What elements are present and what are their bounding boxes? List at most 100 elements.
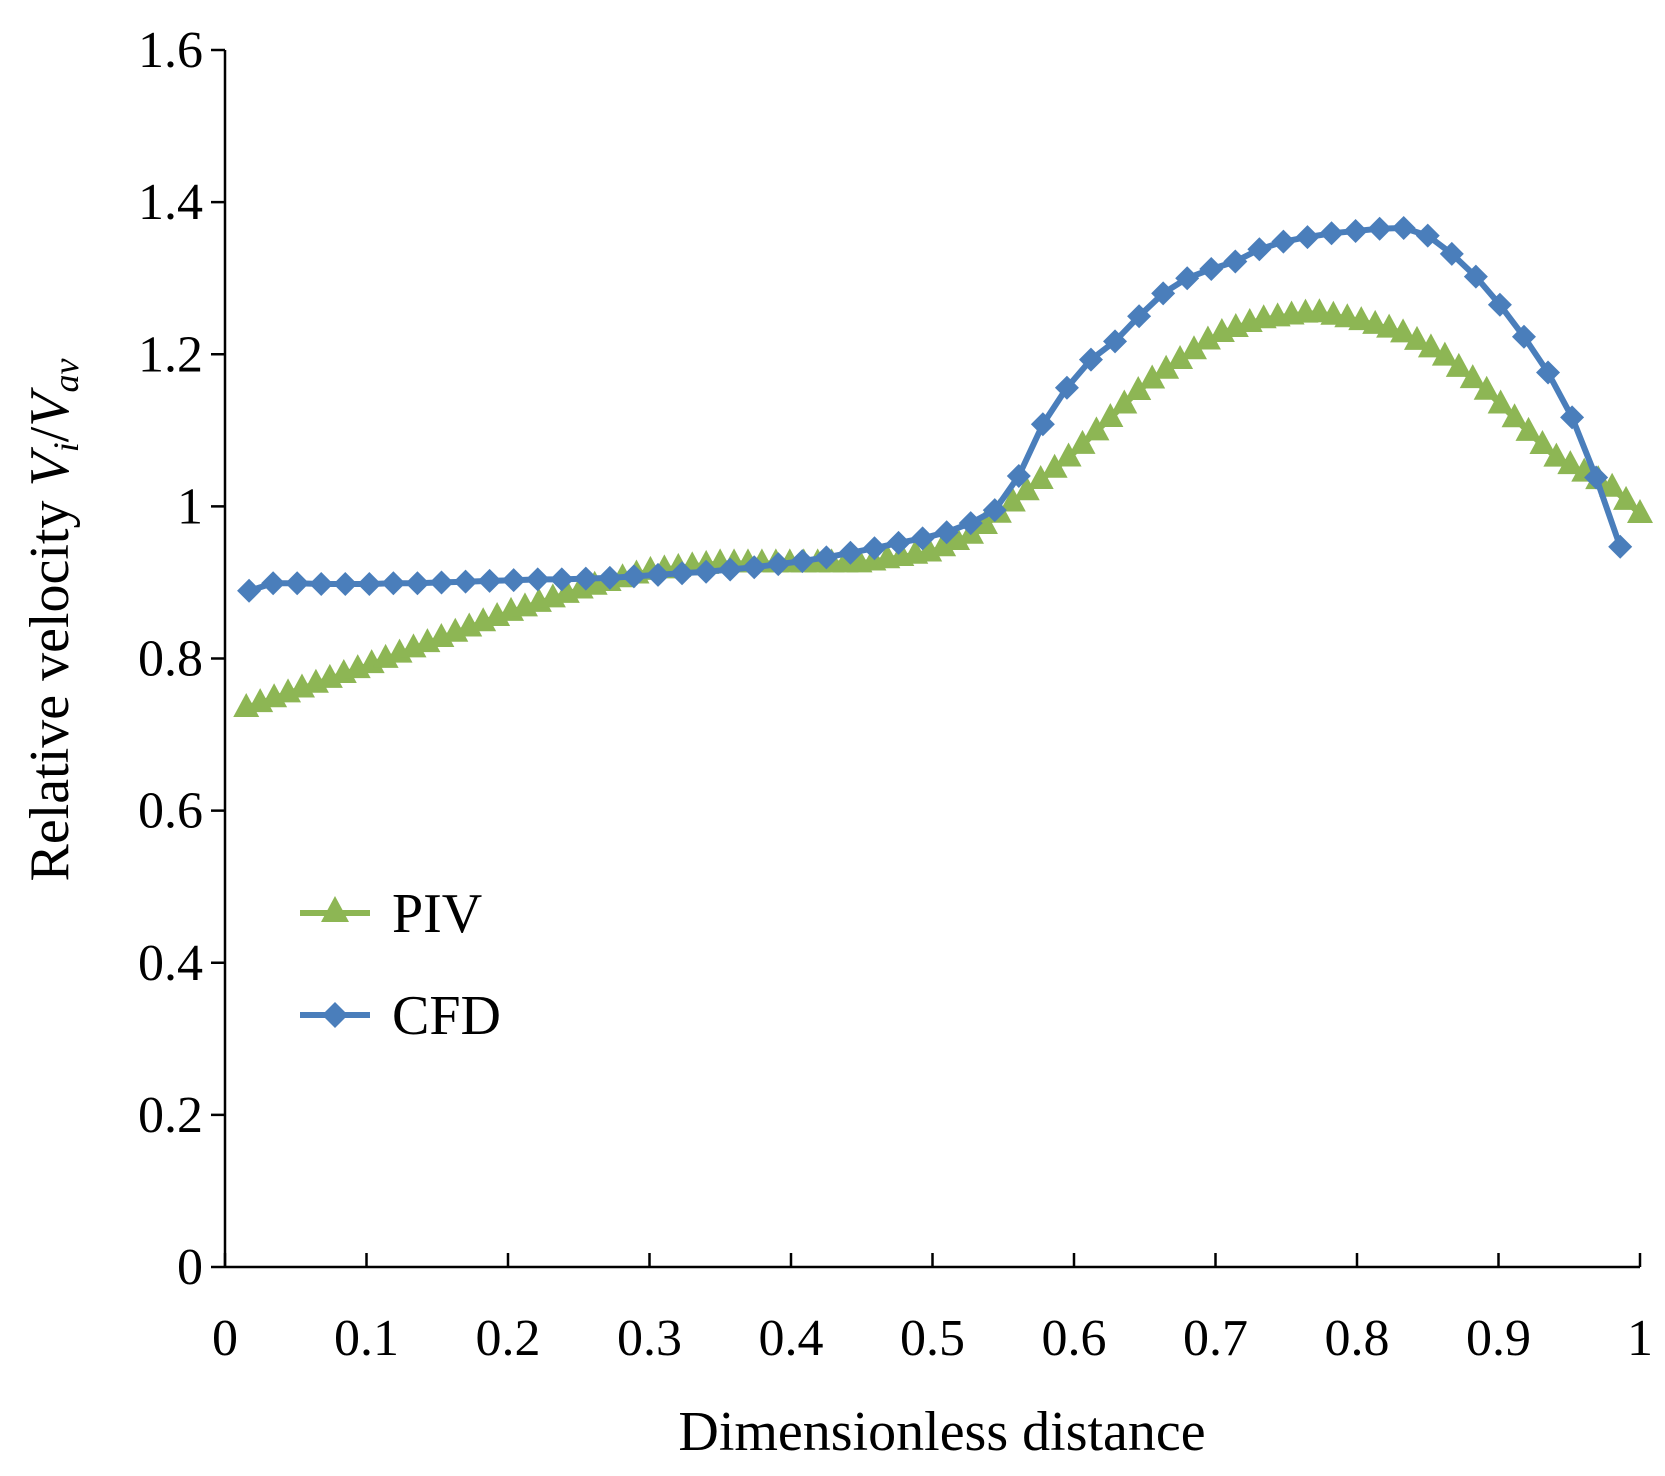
y-tick-label: 0.2	[138, 1087, 203, 1144]
data-point-cfd	[1054, 375, 1079, 400]
data-point-cfd	[1271, 229, 1296, 254]
data-point-cfd	[958, 511, 983, 536]
series-line-cfd	[248, 225, 1624, 594]
series-line-piv	[245, 310, 1643, 711]
series-layer	[233, 215, 1653, 717]
data-point-cfd	[1536, 360, 1561, 385]
y-axis-title-var2: V	[19, 387, 81, 427]
data-point-piv	[1027, 465, 1054, 490]
series-cfd	[237, 215, 1633, 603]
data-point-piv	[1097, 402, 1124, 427]
legend-item-piv: PIV	[300, 883, 482, 945]
y-tick-label: 0.4	[138, 935, 203, 992]
data-point-cfd	[1175, 266, 1200, 291]
data-point-cfd	[405, 571, 430, 596]
data-point-piv	[971, 509, 998, 534]
data-point-cfd	[333, 571, 358, 596]
y-axis-title-sep: /	[19, 426, 81, 442]
data-point-cfd	[1439, 241, 1464, 266]
data-point-piv	[1180, 335, 1207, 360]
y-tick-label: 1.2	[138, 326, 203, 383]
data-point-cfd	[1151, 281, 1176, 306]
data-point-piv	[999, 487, 1026, 512]
data-point-cfd	[573, 566, 598, 591]
x-axis-title: Dimensionless distance	[678, 1401, 1205, 1463]
data-point-cfd	[381, 571, 406, 596]
data-point-cfd	[1006, 463, 1031, 488]
data-point-cfd	[838, 540, 863, 565]
data-point-piv	[1543, 442, 1570, 467]
data-point-piv	[1376, 313, 1403, 338]
y-tick-label: 1.6	[138, 22, 203, 79]
data-point-cfd	[1103, 329, 1128, 354]
data-point-cfd	[1391, 215, 1416, 240]
data-point-piv	[1459, 364, 1486, 389]
data-point-cfd	[309, 571, 334, 596]
data-point-cfd	[766, 552, 791, 577]
data-point-cfd	[1127, 304, 1152, 329]
x-tick-label: 0.7	[1183, 1310, 1248, 1367]
y-axis-title: Relative velocity Vi/Vav	[19, 358, 86, 881]
data-point-cfd	[1511, 324, 1536, 349]
x-tick-label: 0.4	[759, 1310, 824, 1367]
y-tick-label: 0.8	[138, 631, 203, 688]
data-point-cfd	[1199, 257, 1224, 282]
data-point-cfd	[1584, 465, 1609, 490]
data-point-cfd	[621, 564, 646, 589]
data-point-piv	[1417, 333, 1444, 358]
data-point-piv	[1013, 476, 1040, 501]
data-point-cfd	[1560, 405, 1585, 430]
data-point-piv	[1167, 345, 1194, 370]
x-tick-label: 0.9	[1466, 1310, 1531, 1367]
data-point-cfd	[742, 555, 767, 580]
data-point-cfd	[285, 571, 310, 596]
data-point-piv	[1139, 364, 1166, 389]
data-point-cfd	[429, 570, 454, 595]
y-tick-label: 0.6	[138, 783, 203, 840]
data-point-cfd	[982, 498, 1007, 523]
data-point-piv	[1194, 325, 1221, 350]
data-point-piv	[1055, 442, 1082, 467]
legend: PIV CFD	[300, 883, 501, 1047]
data-point-piv	[1041, 453, 1068, 478]
data-point-piv	[1515, 416, 1542, 441]
data-point-piv	[1529, 430, 1556, 455]
data-point-cfd	[694, 559, 719, 584]
data-point-cfd	[1415, 223, 1440, 248]
data-point-cfd	[477, 568, 502, 593]
data-point-cfd	[862, 536, 887, 561]
data-point-piv	[930, 532, 957, 557]
data-point-cfd	[1319, 221, 1344, 246]
data-point-cfd	[1078, 347, 1103, 372]
data-point-cfd	[501, 568, 526, 593]
data-point-cfd	[718, 557, 743, 582]
y-tick-label: 1.4	[138, 174, 203, 231]
data-point-cfd	[1367, 216, 1392, 241]
data-point-cfd	[357, 571, 382, 596]
data-point-cfd	[1343, 219, 1368, 244]
x-tick-label: 0.6	[1042, 1310, 1107, 1367]
data-point-cfd	[670, 561, 695, 586]
data-point-cfd	[1030, 412, 1055, 437]
legend-item-cfd: CFD	[300, 985, 501, 1047]
data-point-cfd	[597, 565, 622, 590]
y-axis-title-sub1: i	[46, 442, 86, 452]
data-point-piv	[1473, 375, 1500, 400]
data-point-cfd	[237, 578, 262, 603]
data-point-cfd	[453, 569, 478, 594]
x-tick-label: 0.8	[1325, 1310, 1390, 1367]
data-point-piv	[1627, 498, 1653, 523]
data-point-piv	[1501, 403, 1528, 428]
data-point-piv	[1613, 485, 1640, 510]
data-point-piv	[944, 526, 971, 551]
y-tick-label: 1	[177, 478, 203, 535]
y-axis-title-prefix: Relative velocity	[19, 487, 81, 882]
data-point-cfd	[1223, 249, 1248, 274]
data-point-cfd	[645, 562, 670, 587]
data-point-cfd	[814, 545, 839, 570]
data-point-cfd	[261, 571, 286, 596]
data-point-piv	[1111, 389, 1138, 414]
data-point-cfd	[886, 530, 911, 555]
legend-label-piv: PIV	[392, 883, 482, 945]
